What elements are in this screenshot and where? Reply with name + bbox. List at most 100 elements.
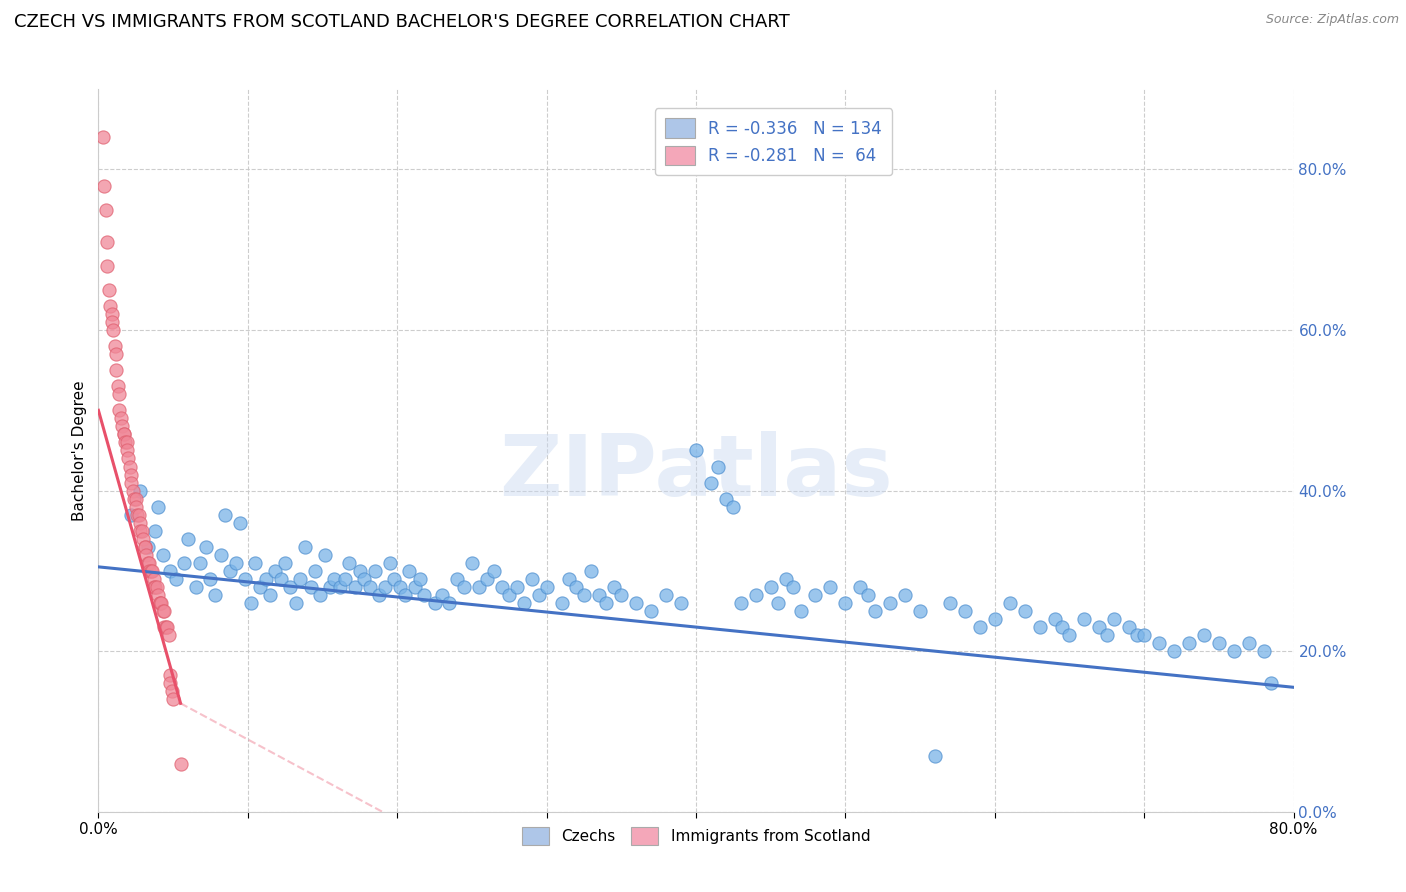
Point xyxy=(114,435,136,450)
Point xyxy=(134,540,156,554)
Point xyxy=(125,491,148,506)
Point xyxy=(98,299,122,313)
Point xyxy=(333,572,356,586)
Point xyxy=(368,588,391,602)
Point xyxy=(527,588,550,602)
Point xyxy=(969,620,991,634)
Point xyxy=(953,604,976,618)
Point xyxy=(894,588,917,602)
Point xyxy=(581,564,603,578)
Point xyxy=(93,178,115,193)
Point xyxy=(96,235,118,249)
Point xyxy=(142,572,165,586)
Point xyxy=(143,524,166,538)
Point xyxy=(588,588,610,602)
Point xyxy=(398,564,420,578)
Point xyxy=(148,588,170,602)
Point xyxy=(856,588,879,602)
Point xyxy=(998,596,1021,610)
Point xyxy=(550,596,572,610)
Legend: Czechs, Immigrants from Scotland: Czechs, Immigrants from Scotland xyxy=(516,822,876,851)
Point xyxy=(1118,620,1140,634)
Point xyxy=(274,556,297,570)
Point xyxy=(117,451,139,466)
Point xyxy=(127,508,149,522)
Point xyxy=(865,604,887,618)
Point xyxy=(149,596,172,610)
Point xyxy=(103,323,125,337)
Point xyxy=(723,500,745,514)
Point xyxy=(924,748,946,763)
Point xyxy=(141,564,163,578)
Point xyxy=(245,556,267,570)
Point xyxy=(105,347,128,361)
Point xyxy=(789,604,811,618)
Point xyxy=(96,259,118,273)
Point xyxy=(94,202,117,217)
Point xyxy=(655,588,678,602)
Point xyxy=(804,588,827,602)
Point xyxy=(1208,636,1230,650)
Point xyxy=(1260,676,1282,690)
Point xyxy=(225,556,247,570)
Point xyxy=(121,483,143,498)
Point xyxy=(536,580,558,594)
Text: CZECH VS IMMIGRANTS FROM SCOTLAND BACHELOR'S DEGREE CORRELATION CHART: CZECH VS IMMIGRANTS FROM SCOTLAND BACHEL… xyxy=(14,13,790,31)
Point xyxy=(1237,636,1260,650)
Point xyxy=(453,580,475,594)
Point xyxy=(108,403,131,417)
Point xyxy=(131,524,153,538)
Point xyxy=(572,588,595,602)
Point xyxy=(513,596,536,610)
Point xyxy=(1253,644,1275,658)
Point xyxy=(188,556,211,570)
Point xyxy=(139,564,162,578)
Point xyxy=(136,540,159,554)
Point xyxy=(288,572,311,586)
Point xyxy=(91,130,114,145)
Point xyxy=(101,307,124,321)
Point xyxy=(214,508,236,522)
Point xyxy=(195,540,218,554)
Point xyxy=(134,540,156,554)
Point xyxy=(204,588,226,602)
Point xyxy=(136,556,159,570)
Point xyxy=(165,572,187,586)
Point xyxy=(115,443,138,458)
Point xyxy=(177,532,200,546)
Point xyxy=(112,427,135,442)
Point xyxy=(107,379,129,393)
Point xyxy=(219,564,242,578)
Point xyxy=(374,580,396,594)
Point xyxy=(879,596,901,610)
Point xyxy=(229,516,252,530)
Point xyxy=(1014,604,1036,618)
Point xyxy=(162,692,184,706)
Point xyxy=(506,580,529,594)
Point xyxy=(685,443,707,458)
Point xyxy=(640,604,662,618)
Point xyxy=(239,596,262,610)
Point xyxy=(184,580,207,594)
Point xyxy=(498,588,520,602)
Point xyxy=(1192,628,1215,642)
Point xyxy=(200,572,222,586)
Point xyxy=(389,580,412,594)
Point xyxy=(759,580,782,594)
Point xyxy=(159,676,181,690)
Point xyxy=(157,628,180,642)
Point xyxy=(159,668,181,682)
Point xyxy=(105,363,128,377)
Point xyxy=(626,596,648,610)
Point xyxy=(820,580,842,594)
Point xyxy=(745,588,768,602)
Point xyxy=(118,459,141,474)
Text: Source: ZipAtlas.com: Source: ZipAtlas.com xyxy=(1265,13,1399,27)
Point xyxy=(1147,636,1170,650)
Point xyxy=(108,387,131,401)
Point xyxy=(394,588,416,602)
Point xyxy=(284,596,307,610)
Point xyxy=(565,580,588,594)
Point xyxy=(1104,612,1126,626)
Point xyxy=(120,508,142,522)
